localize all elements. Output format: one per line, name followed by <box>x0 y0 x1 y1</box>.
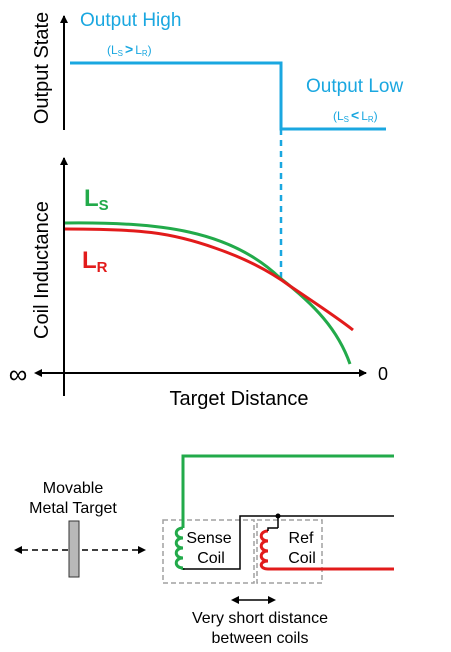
sense-coil-return-wire <box>183 515 394 570</box>
distance-x-axis-left-arrow <box>34 369 42 377</box>
target-motion-arrow-left-head <box>14 546 22 554</box>
target-label-line2: Metal Target <box>29 500 117 517</box>
ls-label: LS <box>84 185 109 214</box>
output-high-trace <box>70 61 386 131</box>
output-state-axis-label: Output State <box>31 12 53 124</box>
ref-coil-connector <box>267 527 278 531</box>
output-low-condition: (LS < LR) <box>333 107 378 124</box>
sense-coil-label-line1: Sense <box>186 530 231 547</box>
zero-label: 0 <box>378 364 388 384</box>
output-low-label: Output Low <box>306 76 403 97</box>
lr-curve <box>64 227 354 332</box>
ref-coil-box <box>256 519 323 584</box>
coil-spacing-label-line1: Very short distance <box>192 610 328 627</box>
metal-target <box>68 520 80 578</box>
lr-label: LR <box>82 247 108 276</box>
output-high-condition: (LS > LR) <box>107 41 152 58</box>
output-high-label: Output High <box>80 10 181 31</box>
target-label-line1: Movable <box>43 480 104 497</box>
sense-coil-top-wire <box>181 454 394 528</box>
inductance-plot: Coil Inductance Target Distance ∞ 0 LS L… <box>9 157 388 410</box>
inductance-axis-label: Coil Inductance <box>31 201 53 339</box>
coil-spacing-arrow-left-head <box>231 596 239 604</box>
coil-spacing-label-line2: between coils <box>212 630 309 647</box>
ref-coil-label-line1: Ref <box>289 530 314 547</box>
sense-coil-winding <box>174 526 184 570</box>
infinity-label: ∞ <box>9 359 28 389</box>
coil-schematic: Movable Metal Target Sense Coil Ref Coil… <box>14 454 394 647</box>
common-node <box>275 513 281 519</box>
sense-coil-box <box>162 519 255 584</box>
ls-curve <box>64 221 352 365</box>
distance-axis-label: Target Distance <box>170 388 309 410</box>
target-motion-arrow-right-head <box>138 546 146 554</box>
ref-coil-winding <box>259 529 269 571</box>
sense-coil-label-line2: Coil <box>197 550 225 567</box>
coil-spacing-arrow-right-head <box>268 596 276 604</box>
output-state-plot: Output State Output High (LS > LR) Output … <box>31 10 403 283</box>
ref-coil-label-line2: Coil <box>288 550 316 567</box>
